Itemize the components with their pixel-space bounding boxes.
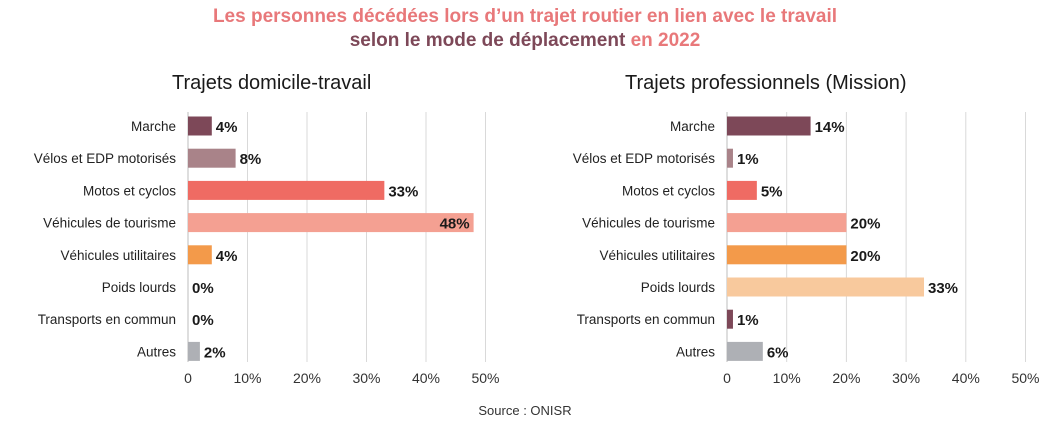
left-value-label: 0%	[192, 280, 214, 297]
right-bar	[727, 341, 763, 361]
chart-title-line1: Les personnes décédées lors d’un trajet …	[212, 6, 838, 27]
left-value-label: 48%	[440, 216, 470, 233]
left-bar	[188, 180, 385, 200]
left-value-label: 0%	[192, 312, 214, 329]
left-category-label: Vélos et EDP motorisés	[34, 151, 177, 166]
right-category-label: Autres	[676, 344, 715, 359]
left-x-tick-label: 20%	[293, 370, 321, 386]
left-x-tick-label: 30%	[352, 370, 380, 386]
left-category-label: Véhicules de tourisme	[43, 216, 176, 231]
right-bar	[727, 309, 733, 329]
chart-title-line2: selon le mode de déplacement en 2022	[0, 29, 1050, 52]
left-bar	[188, 148, 236, 168]
left-category-label: Poids lourds	[102, 280, 177, 295]
left-bar	[188, 245, 212, 265]
right-value-label: 1%	[737, 151, 759, 168]
right-value-label: 14%	[815, 119, 845, 136]
left-x-tick-label: 10%	[233, 370, 261, 386]
right-value-label: 1%	[737, 312, 759, 329]
source-note: Source : ONISR	[478, 403, 572, 418]
left-value-label: 33%	[388, 183, 418, 200]
right-bar	[727, 116, 811, 136]
right-x-tick-label: 30%	[892, 370, 920, 386]
left-x-tick-label: 50%	[471, 370, 499, 386]
right-x-tick-label: 0	[723, 370, 731, 386]
right-category-label: Transports en commun	[577, 312, 715, 327]
left-value-label: 2%	[204, 344, 226, 361]
right-value-label: 6%	[767, 344, 789, 361]
right-category-label: Marche	[670, 119, 715, 134]
right-value-label: 20%	[850, 216, 880, 233]
right-bar	[727, 245, 847, 265]
right-category-label: Véhicules de tourisme	[582, 216, 715, 231]
left-category-label: Marche	[131, 119, 176, 134]
right-value-label: 20%	[850, 248, 880, 265]
right-x-tick-label: 10%	[773, 370, 801, 386]
left-x-tick-label: 0	[184, 370, 192, 386]
right-value-label: 33%	[928, 280, 958, 297]
left-category-label: Autres	[137, 344, 176, 359]
left-value-label: 8%	[240, 151, 262, 168]
left-bar	[188, 116, 212, 136]
right-x-tick-label: 50%	[1011, 370, 1039, 386]
right-bar	[727, 180, 757, 200]
left-category-label: Motos et cyclos	[83, 183, 176, 198]
chart-right-title: Trajets professionnels (Mission)	[625, 72, 907, 94]
chart-title-line2-main: selon le mode de déplacement	[349, 30, 626, 51]
right-category-label: Vélos et EDP motorisés	[573, 151, 716, 166]
left-category-label: Transports en commun	[38, 312, 176, 327]
left-value-label: 4%	[216, 248, 238, 265]
right-x-tick-label: 40%	[952, 370, 980, 386]
right-category-label: Motos et cyclos	[622, 183, 715, 198]
right-value-label: 5%	[761, 183, 783, 200]
left-bar	[188, 213, 474, 233]
right-category-label: Véhicules utilitaires	[599, 248, 715, 263]
left-x-tick-label: 40%	[412, 370, 440, 386]
right-bar	[727, 148, 733, 168]
left-category-label: Véhicules utilitaires	[60, 248, 176, 263]
right-x-tick-label: 20%	[832, 370, 860, 386]
right-bar	[727, 213, 847, 233]
right-category-label: Poids lourds	[641, 280, 716, 295]
left-value-label: 4%	[216, 119, 238, 136]
right-bar	[727, 277, 925, 297]
chart-title-line2-year: en 2022	[630, 30, 701, 51]
left-bar	[188, 341, 200, 361]
chart-left-title: Trajets domicile-travail	[172, 72, 372, 94]
